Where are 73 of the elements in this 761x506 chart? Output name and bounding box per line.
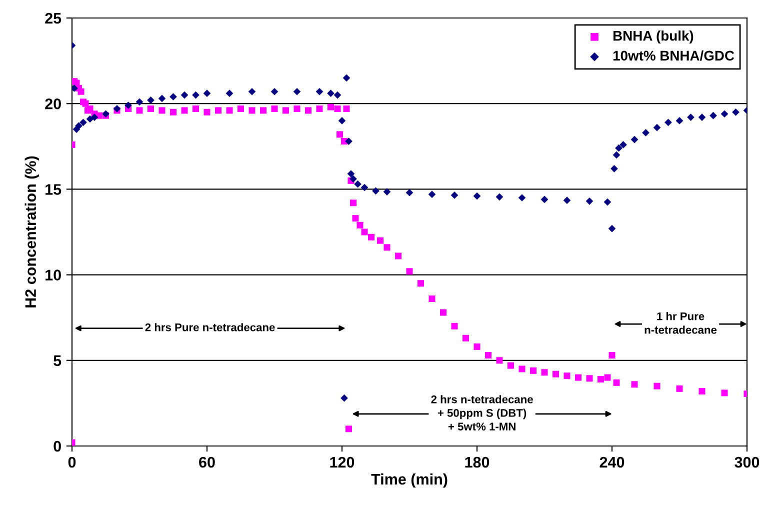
point [610, 164, 618, 172]
x-tick-label: 60 [199, 456, 215, 468]
point [676, 117, 684, 124]
point [170, 93, 177, 100]
point [354, 180, 362, 188]
point [340, 394, 348, 402]
point [124, 102, 132, 109]
point [664, 118, 672, 126]
point [620, 141, 627, 148]
point [347, 170, 355, 178]
point [615, 144, 622, 152]
point [604, 198, 612, 206]
point [687, 114, 694, 121]
y-axis-title: H2 concentration (%) [24, 156, 40, 308]
point [563, 196, 571, 204]
point [226, 90, 234, 98]
point [653, 124, 661, 132]
point [334, 91, 342, 99]
y-tick-label: 5 [54, 355, 62, 366]
point [350, 175, 357, 183]
point [147, 96, 154, 104]
legend-label: 10wt% BNHA/GDC [613, 50, 734, 61]
y-tick-label: 25 [45, 12, 62, 24]
point [136, 98, 144, 106]
point [732, 108, 740, 116]
annotation: 2 hrs n-tetradecane + 50ppm S (DBT) + 5wt% 1-MN [431, 395, 533, 430]
annotation: 2 hrs Pure n-tetradecane [145, 323, 275, 332]
point [316, 88, 324, 96]
y-tick-label: 15 [46, 184, 62, 195]
point [473, 192, 481, 200]
point [608, 224, 616, 232]
point [428, 190, 436, 198]
point [540, 196, 548, 204]
point [720, 110, 728, 118]
point [612, 151, 620, 159]
legend-label: BNHA (bulk) [614, 30, 694, 44]
point [586, 198, 594, 205]
point [518, 194, 526, 202]
x-tick-label: 120 [330, 456, 354, 468]
point [180, 91, 188, 99]
point [293, 88, 301, 96]
point [90, 114, 98, 121]
point [450, 192, 458, 199]
y-tick-label: 10 [46, 270, 61, 280]
point [360, 184, 368, 192]
point [270, 88, 278, 96]
y-tick-label: 0 [54, 440, 61, 452]
point [192, 91, 200, 99]
point [345, 138, 352, 145]
point [342, 74, 350, 82]
x-tick-label: 240 [600, 456, 624, 468]
point [80, 118, 87, 126]
point [327, 90, 334, 98]
point [86, 115, 94, 123]
point [338, 117, 346, 124]
point [158, 94, 166, 102]
point [383, 188, 391, 196]
point [698, 114, 706, 121]
point [248, 88, 256, 96]
y-tick-label: 20 [45, 98, 61, 110]
x-tick-label: 0 [68, 456, 76, 468]
x-tick-label: 300 [734, 456, 760, 468]
point [203, 90, 211, 98]
point [75, 122, 82, 130]
point [496, 193, 504, 201]
point [710, 112, 717, 120]
point [406, 188, 414, 196]
point [372, 187, 380, 195]
point [642, 129, 650, 136]
x-axis-title: Time (min) [371, 473, 448, 488]
annotation: 1 hr Pure n-tetradecane [644, 312, 717, 334]
point [630, 136, 638, 144]
x-tick-label: 180 [465, 456, 490, 468]
